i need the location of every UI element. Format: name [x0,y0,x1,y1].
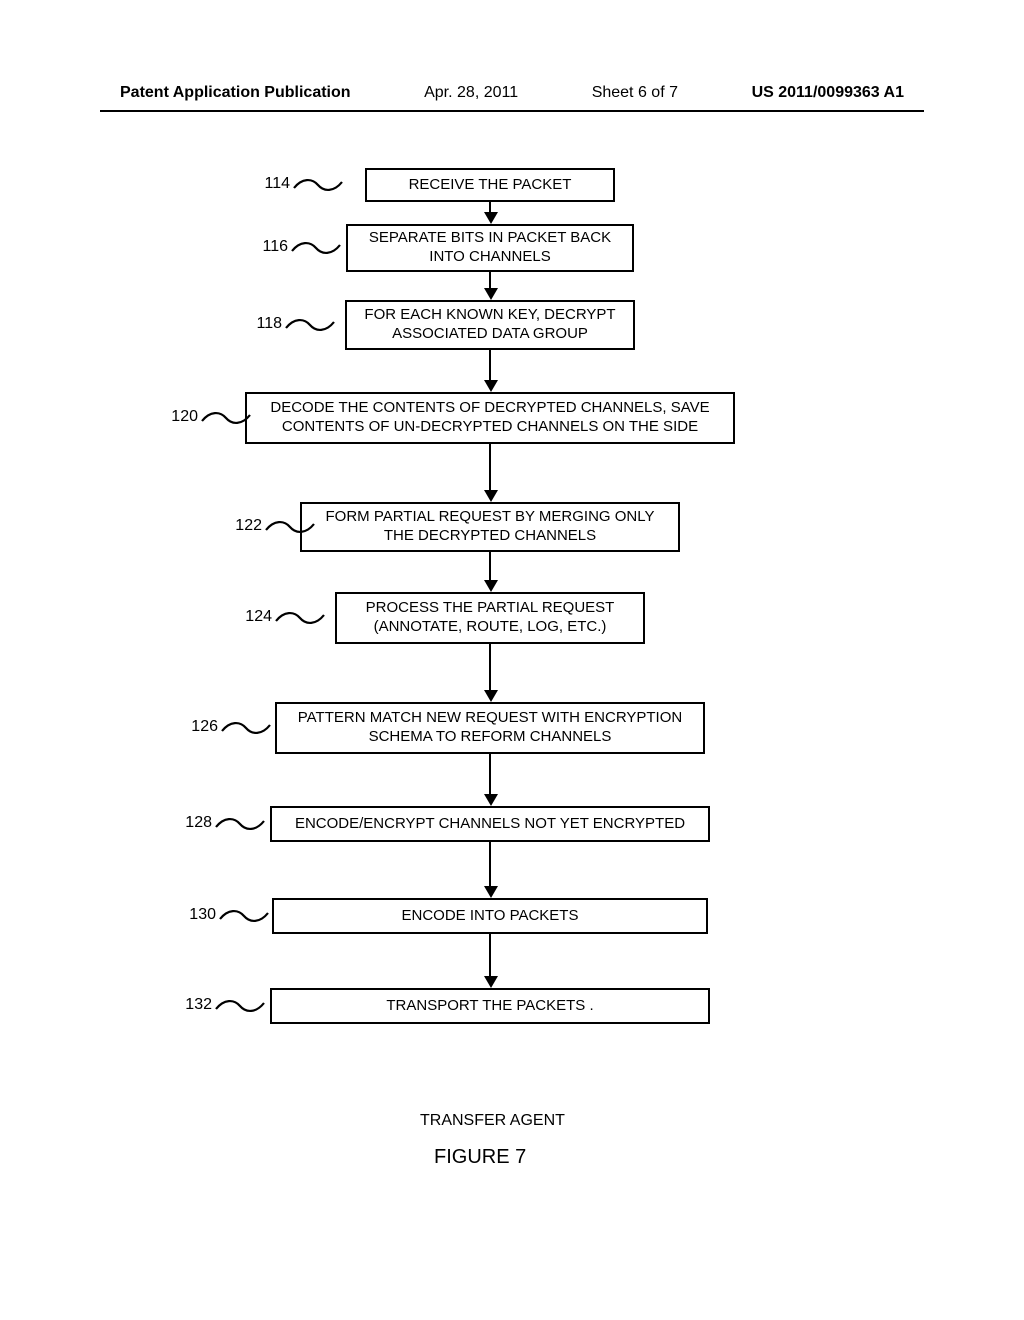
step-ref: 114 [250,175,290,193]
flow-step: ENCODE INTO PACKETS [272,898,708,934]
flow-step: FORM PARTIAL REQUEST BY MERGING ONLY THE… [300,502,680,552]
flow-arrow [489,444,491,492]
arrow-head-icon [484,794,498,806]
leader-line [292,176,344,194]
arrow-head-icon [484,490,498,502]
arrow-head-icon [484,288,498,300]
flow-arrow [489,644,491,692]
arrow-head-icon [484,886,498,898]
step-ref: 118 [242,315,282,333]
flow-arrow [489,842,491,888]
step-ref: 122 [222,517,262,535]
figure-label: FIGURE 7 [434,1146,526,1169]
arrow-head-icon [484,212,498,224]
leader-line [290,239,342,257]
step-ref: 116 [248,238,288,256]
leader-line [264,518,316,536]
flow-step: ENCODE/ENCRYPT CHANNELS NOT YET ENCRYPTE… [270,806,710,842]
flow-arrow [489,552,491,582]
leader-line [274,609,326,627]
step-ref: 124 [232,608,272,626]
flow-arrow [489,350,491,382]
flow-step: DECODE THE CONTENTS OF DECRYPTED CHANNEL… [245,392,735,444]
flow-step: TRANSPORT THE PACKETS . [270,988,710,1024]
arrow-head-icon [484,380,498,392]
flow-arrow [489,754,491,796]
leader-line [200,409,252,427]
leader-line [218,907,270,925]
leader-line [214,815,266,833]
leader-line [214,997,266,1015]
step-ref: 120 [158,408,198,426]
step-ref: 126 [178,718,218,736]
arrow-head-icon [484,690,498,702]
step-ref: 132 [172,996,212,1014]
flow-step: PATTERN MATCH NEW REQUEST WITH ENCRYPTIO… [275,702,705,754]
step-ref: 130 [176,906,216,924]
arrow-head-icon [484,580,498,592]
flow-arrow [489,934,491,978]
leader-line [220,719,272,737]
flow-step: SEPARATE BITS IN PACKET BACK INTO CHANNE… [346,224,634,272]
flow-step: RECEIVE THE PACKET [365,168,615,202]
leader-line [284,316,336,334]
step-ref: 128 [172,814,212,832]
arrow-head-icon [484,976,498,988]
caption-transfer-agent: TRANSFER AGENT [420,1112,565,1130]
flow-step: FOR EACH KNOWN KEY, DECRYPT ASSOCIATED D… [345,300,635,350]
flow-step: PROCESS THE PARTIAL REQUEST (ANNOTATE, R… [335,592,645,644]
